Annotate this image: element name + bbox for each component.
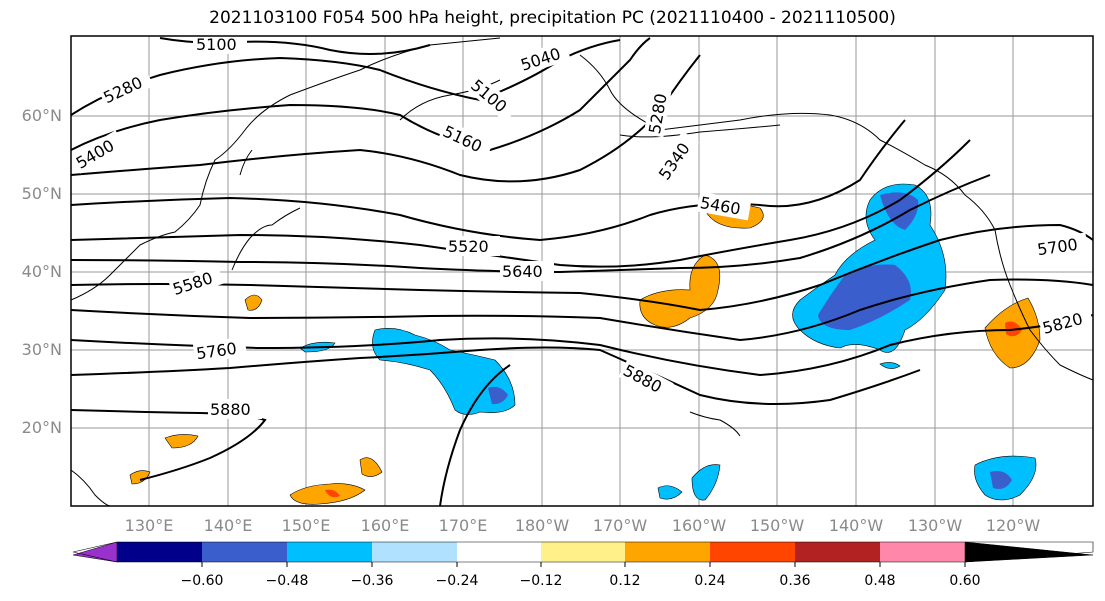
colorbar-segment (625, 542, 710, 562)
colorbar-tick: 0.48 (864, 573, 895, 589)
contour-labels: 5100 5040 5280 5100 5160 5400 5280 5340 … (70, 34, 1094, 419)
contour-5580 (70, 139, 971, 268)
precip-blue-south-2 (657, 485, 683, 500)
lat-label: 30°N (22, 340, 62, 359)
precip-blue-south (691, 464, 721, 501)
lon-label: 130°E (125, 516, 174, 535)
contour-5820 (70, 314, 1094, 377)
contour-5880-c (439, 364, 511, 507)
lat-label: 40°N (22, 262, 62, 281)
precip-blue-dark-central (488, 386, 508, 405)
lon-label: 120°W (986, 516, 1041, 535)
colorbar-segment (880, 542, 965, 562)
latitude-labels: 60°N 50°N 40°N 30°N 20°N (22, 106, 62, 437)
colorbar: −0.60 −0.48 −0.36 −0.24 −0.12 0.12 0.24 … (72, 541, 1094, 589)
colorbar-tick: −0.48 (266, 573, 309, 589)
graticule (71, 36, 1093, 506)
colorbar-tick: −0.12 (520, 573, 563, 589)
precip-red-south (325, 489, 340, 498)
colorbar-segment (710, 542, 795, 562)
colorbar-segment (541, 542, 625, 562)
precip-orange-japan (244, 294, 263, 311)
contour-5400-w (70, 37, 651, 152)
colorbar-extend-high (964, 541, 1094, 563)
precip-blue-dark-north (880, 192, 919, 230)
contour-5700 (70, 223, 1094, 312)
precipitation-shading (129, 183, 1041, 505)
lon-label: 180°W (515, 516, 570, 535)
map-title: 2021103100 F054 500 hPa height, precipit… (209, 8, 896, 28)
contour-label: 5880 (210, 400, 251, 419)
lon-label: 140°W (829, 516, 884, 535)
contour-label: 5100 (196, 35, 237, 54)
lon-label: 150°E (282, 516, 331, 535)
colorbar-tick: 0.60 (949, 573, 980, 589)
colorbar-tick: 0.12 (609, 573, 640, 589)
colorbar-segment (117, 542, 202, 562)
precip-orange-south-2 (359, 457, 383, 477)
colorbar-segment (287, 542, 372, 562)
contour-5760 (70, 278, 1094, 342)
contour-5880-e (70, 346, 921, 405)
coast-philippines (70, 469, 111, 507)
lon-label: 160°W (672, 516, 727, 535)
coast-sakhalin (239, 149, 253, 176)
contour-label: 5640 (502, 262, 543, 281)
colorbar-segment (457, 542, 541, 562)
contour-5520 (70, 119, 906, 242)
contour-label: 5520 (448, 237, 489, 256)
coast-hawaii (689, 411, 741, 437)
lon-label: 150°W (750, 516, 805, 535)
colorbar-segment (202, 542, 287, 562)
lon-label: 140°E (204, 516, 253, 535)
contour-5880-w (70, 409, 267, 481)
lat-label: 50°N (22, 184, 62, 203)
coast-asia (70, 37, 501, 301)
precip-orange-southwest-2 (129, 470, 151, 485)
colorbar-tick: 0.36 (779, 573, 810, 589)
longitude-labels: 130°E 140°E 150°E 160°E 170°E 180°W 170°… (125, 516, 1041, 535)
colorbar-tick: −0.24 (436, 573, 479, 589)
lat-label: 60°N (22, 106, 62, 125)
lon-label: 170°W (593, 516, 648, 535)
colorbar-segment (795, 542, 880, 562)
lat-label: 20°N (22, 418, 62, 437)
colorbar-tick: 0.24 (694, 573, 725, 589)
lon-label: 130°W (908, 516, 963, 535)
colorbar-segment (372, 542, 457, 562)
lon-label: 160°E (361, 516, 410, 535)
colorbar-tick: −0.60 (181, 573, 224, 589)
map-border (70, 35, 1094, 507)
precip-orange-south (289, 483, 366, 505)
coast-aleutians (619, 124, 781, 138)
contour-5640 (70, 174, 991, 274)
coast-japan (231, 207, 301, 271)
precip-blue-dark-center (818, 264, 911, 330)
colorbar-tick: −0.36 (351, 573, 394, 589)
precip-orange-southwest (164, 434, 199, 449)
precip-blue-dark-south-east (990, 471, 1012, 489)
lon-label: 170°E (439, 516, 488, 535)
colorbar-extend-low (72, 541, 118, 563)
precip-blue-small-2 (879, 362, 901, 369)
